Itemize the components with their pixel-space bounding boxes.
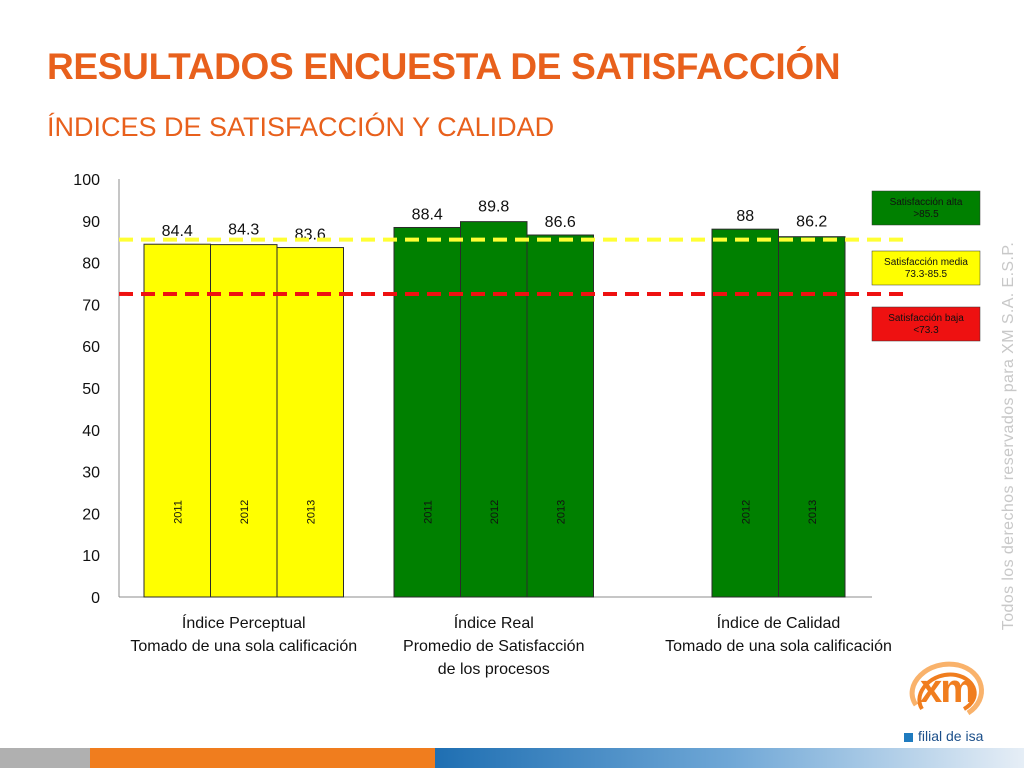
bar-year-label: 2011 <box>422 500 434 524</box>
bar-year-label: 2013 <box>305 500 317 524</box>
y-tick-label: 30 <box>82 465 100 482</box>
filial-text: filial de isa <box>918 728 984 744</box>
bottom-bar-blue <box>435 748 1024 768</box>
legend-box <box>871 190 981 226</box>
logo-swirl-icon <box>909 661 984 716</box>
page-title: RESULTADOS ENCUESTA DE SATISFACCIÓN <box>47 46 841 87</box>
y-tick-label: 60 <box>82 339 100 356</box>
legend-text: Satisfacción media <box>884 257 968 268</box>
data-label: 84.4 <box>162 223 193 240</box>
bar-year-label: 2012 <box>489 500 501 524</box>
bottom-decor-bar <box>0 748 1024 768</box>
y-tick-label: 40 <box>82 423 100 440</box>
bar <box>143 243 211 598</box>
y-tick-label: 10 <box>82 548 100 565</box>
category-label: Tomado de una sola calificación <box>665 638 892 655</box>
data-label: 88 <box>736 208 754 225</box>
y-tick-label: 20 <box>82 506 100 523</box>
category-label: Índice de Calidad <box>717 613 841 632</box>
bar-year-label: 2012 <box>740 500 752 524</box>
category-label: Tomado de una sola calificación <box>130 638 357 655</box>
y-tick-label: 50 <box>82 381 100 398</box>
data-label: 88.4 <box>412 206 443 223</box>
logo-text: xm <box>920 667 976 711</box>
bar-year-label: 2013 <box>807 500 819 524</box>
legend-text: >85.5 <box>913 209 939 220</box>
bar <box>711 228 779 598</box>
bar-year-label: 2012 <box>239 500 251 524</box>
data-label: 86.2 <box>796 214 827 231</box>
isa-square-icon <box>904 733 913 742</box>
y-tick-label: 80 <box>82 256 100 273</box>
category-label: Índice Real <box>454 613 534 632</box>
bar <box>276 247 344 598</box>
category-label: Promedio de Satisfacción <box>403 638 584 655</box>
y-tick-label: 70 <box>82 297 100 314</box>
legend-text: <73.3 <box>913 325 939 336</box>
y-tick-label: 90 <box>82 214 100 231</box>
legend-text: Satisfacción baja <box>888 313 964 324</box>
data-label: 84.3 <box>228 222 259 239</box>
bar <box>778 236 846 598</box>
data-label: 86.6 <box>545 214 576 231</box>
data-label: 89.8 <box>478 199 509 216</box>
legend-text: 73.3-85.5 <box>905 269 948 280</box>
bar <box>526 234 594 598</box>
bar-year-label: 2011 <box>172 500 184 524</box>
bar <box>393 226 461 598</box>
bar <box>210 244 278 598</box>
bar-year-label: 2013 <box>555 500 567 524</box>
filial-tagline: filial de isa <box>904 728 983 744</box>
bottom-bar-gray <box>0 748 90 768</box>
legend-box <box>871 306 981 342</box>
bar-chart: 010203040506070809010084.4201184.3201283… <box>73 172 981 678</box>
category-label: Índice Perceptual <box>182 613 306 632</box>
xm-logo: xm <box>898 655 994 725</box>
legend-text: Satisfacción alta <box>890 197 963 208</box>
y-tick-label: 100 <box>73 172 100 189</box>
bottom-bar-orange <box>90 748 435 768</box>
bar <box>460 221 528 598</box>
legend-box <box>871 250 981 286</box>
page-subtitle: ÍNDICES DE SATISFACCIÓN Y CALIDAD <box>47 112 555 142</box>
y-tick-label: 0 <box>91 590 100 607</box>
category-label: de los procesos <box>438 661 550 678</box>
watermark-text: Todos los derechos reservados para XM S.… <box>1000 241 1017 631</box>
